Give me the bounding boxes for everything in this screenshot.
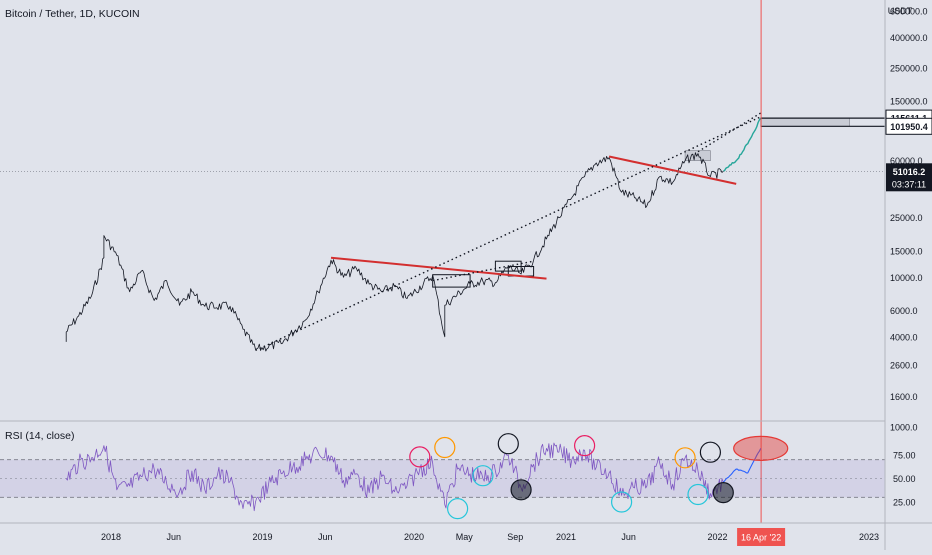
dotted-trendline-2 bbox=[697, 112, 762, 153]
rsi-ellipse-1 bbox=[434, 436, 456, 459]
time-tick-label-4: 2020 bbox=[404, 532, 424, 542]
rsi-axis[interactable]: 75.00 50.00 25.00 bbox=[893, 451, 916, 508]
chart-title: Bitcoin / Tether, 1D, KUCOIN bbox=[5, 8, 140, 20]
price-tick-label-5: 25000.0 bbox=[890, 213, 923, 223]
price-tick-label-0: 600000.0 bbox=[890, 7, 928, 17]
rsi-ellipse-9 bbox=[687, 483, 709, 506]
red-trendline-1 bbox=[608, 155, 737, 185]
time-tick-label-1: Jun bbox=[166, 532, 181, 542]
time-tick-label-10: 2023 bbox=[859, 532, 879, 542]
price-tick-label-9: 4000.0 bbox=[890, 332, 918, 342]
rsi-ellipse-11 bbox=[712, 482, 734, 504]
consolidation-box-0 bbox=[432, 274, 471, 288]
lower-zone-label: 101950.4 bbox=[890, 122, 928, 132]
time-tick-label-9: 2022 bbox=[707, 532, 727, 542]
dotted-trendline-0 bbox=[255, 116, 761, 352]
rsi-ellipse-5 bbox=[510, 479, 532, 501]
price-tick-label-3: 150000.0 bbox=[890, 97, 928, 107]
price-axis[interactable]: 600000.0 400000.0 250000.0 150000.0 60000.0 2… bbox=[885, 7, 932, 433]
red-trendline-0 bbox=[330, 256, 547, 280]
last-price-label: 51016.2 bbox=[893, 167, 926, 177]
price-pane[interactable] bbox=[0, 0, 885, 523]
price-tick-label-11: 1600.0 bbox=[890, 392, 918, 402]
countdown-label: 03:37:11 bbox=[892, 179, 926, 189]
price-zone-1 bbox=[760, 117, 850, 127]
rsi-ellipse-6 bbox=[573, 435, 596, 457]
crosshair-date-label: 16 Apr '22 bbox=[741, 533, 781, 543]
rsi-tick-label-1: 50.00 bbox=[893, 474, 916, 484]
rsi-ellipse-3 bbox=[472, 465, 494, 487]
rsi-ellipse-8 bbox=[674, 447, 696, 469]
price-tick-label-12: 1000.0 bbox=[890, 423, 918, 433]
time-tick-label-2: 2019 bbox=[252, 532, 272, 542]
rsi-tick-label-2: 25.00 bbox=[893, 498, 916, 508]
rsi-title: RSI (14, close) bbox=[5, 430, 74, 442]
price-tick-label-8: 6000.0 bbox=[890, 306, 918, 316]
rsi-pane[interactable] bbox=[0, 433, 885, 520]
time-axis[interactable]: 2018 Jun 2019 Jun 2020 May Sep 2021 Jun 2022 2023 1… bbox=[101, 528, 879, 546]
time-tick-label-6: Sep bbox=[507, 532, 523, 542]
rsi-ellipse-12 bbox=[733, 435, 789, 461]
time-tick-label-0: 2018 bbox=[101, 532, 121, 542]
last-price-bg bbox=[886, 163, 932, 192]
rsi-ellipse-0 bbox=[409, 446, 431, 468]
price-zone-0 bbox=[684, 150, 711, 161]
time-tick-label-8: Jun bbox=[621, 532, 636, 542]
rsi-tick-label-0: 75.00 bbox=[893, 451, 916, 461]
rsi-ellipse-7 bbox=[610, 491, 633, 513]
projection-line bbox=[722, 117, 762, 172]
time-tick-label-3: Jun bbox=[318, 532, 333, 542]
price-tick-label-7: 10000.0 bbox=[890, 273, 923, 283]
price-tick-label-1: 400000.0 bbox=[890, 33, 928, 43]
currency-label: USDT bbox=[888, 6, 913, 16]
rsi-ellipse-2 bbox=[447, 498, 469, 520]
rsi-line bbox=[65, 442, 724, 512]
lower-zone-label-bg bbox=[885, 117, 932, 135]
dotted-trendline-1 bbox=[432, 260, 534, 282]
crosshair-date-bg bbox=[737, 528, 786, 546]
price-tick-label-4: 60000.0 bbox=[890, 156, 923, 166]
time-tick-label-5: May bbox=[456, 532, 474, 542]
rsi-ellipse-10 bbox=[699, 441, 722, 463]
price-tick-label-10: 2600.0 bbox=[890, 360, 918, 370]
price-tick-label-2: 250000.0 bbox=[890, 63, 928, 73]
rsi-ellipse-4 bbox=[497, 433, 519, 455]
time-tick-label-7: 2021 bbox=[556, 532, 576, 542]
price-line bbox=[65, 152, 724, 352]
price-tick-label-6: 15000.0 bbox=[890, 246, 923, 256]
